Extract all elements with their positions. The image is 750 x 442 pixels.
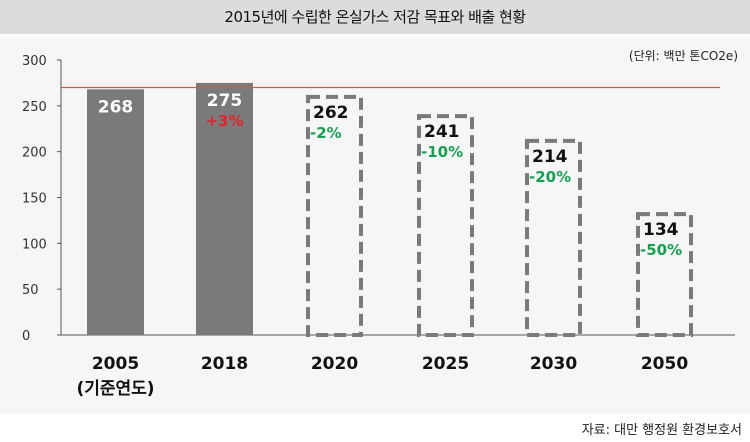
change-label-2025: -10% [421,143,463,161]
y-tick-label: 200 [22,146,47,161]
title-bar [0,0,750,34]
x-tick-label: 2030 [530,354,577,374]
bar-2018 [196,82,253,335]
x-tick-label: 2050 [641,354,688,374]
value-label-2020: 262 [313,103,349,123]
x-tick-label: 2025 [422,354,469,374]
bar-chart: 0 50 100 150 200 250 300 268 275+3% 262-2% 241-10%… [22,54,735,399]
y-tick-label: 100 [22,237,47,252]
value-label-2030: 214 [532,147,568,167]
change-label-2020: -2% [310,124,342,142]
change-label-2050: -50% [640,241,682,259]
y-tick-label: 150 [22,192,47,207]
value-label-2050: 134 [643,220,679,240]
value-label-2025: 241 [424,122,460,142]
chart-panel: 0 50 100 150 200 250 300 268 275 +3% 262 -2% 241 -10%… [0,37,750,414]
bar-2025 [417,114,474,338]
x-tick-label: 2005 [92,354,139,374]
x-tick-label: 2020 [311,354,358,374]
y-tick-label: 50 [22,283,39,298]
x-tick-label: 2018 [201,354,248,374]
bar-2005 [87,89,144,335]
change-label-2018: +3% [205,112,243,130]
y-tick-label: 300 [22,54,47,69]
change-label-2030: -20% [529,168,571,186]
y-tick-label: 0 [22,329,30,344]
value-label-2018: 275 [207,91,243,111]
source-note: 자료: 대만 행정원 환경보호서 [581,423,742,438]
bar-2020 [306,94,363,338]
chart-title: 2015년에 수립한 온실가스 저감 목표와 배출 현황 [224,8,526,26]
bar-2050 [636,212,693,338]
bar-2030 [525,138,582,338]
y-tick-label: 250 [22,100,47,115]
unit-note: (단위: 백만 톤CO2e) [628,49,738,63]
x-tick-sublabel: (기준연도) [76,379,154,399]
value-label-2005: 268 [98,97,134,117]
